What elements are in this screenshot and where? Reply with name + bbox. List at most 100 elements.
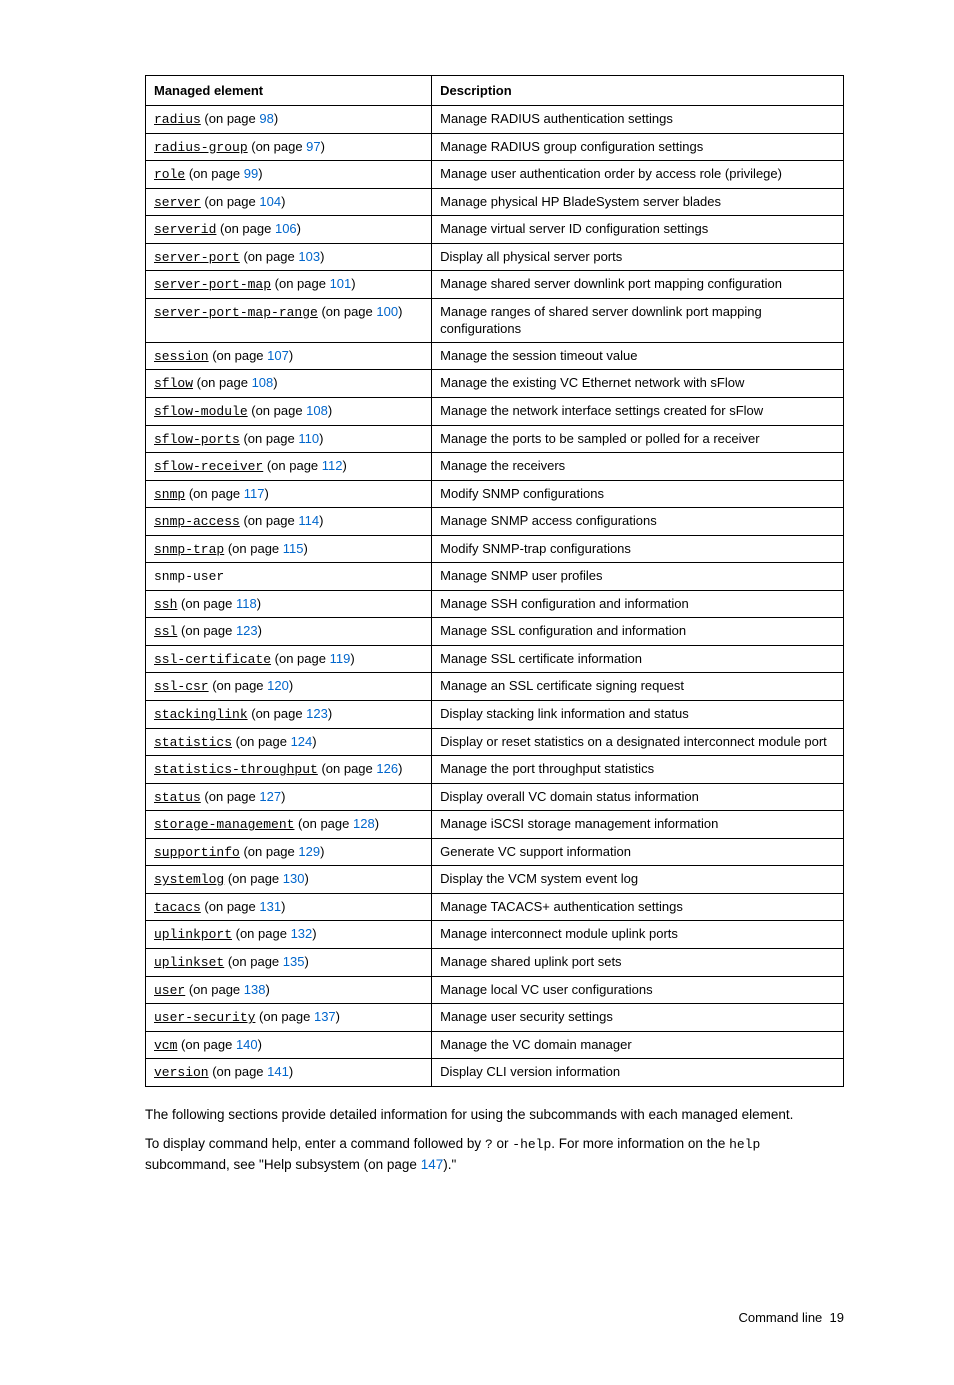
command-link[interactable]: statistics bbox=[154, 735, 232, 750]
on-page-text: (on page bbox=[224, 954, 283, 969]
description-cell: Display overall VC domain status informa… bbox=[432, 783, 844, 811]
command-link[interactable]: snmp-trap bbox=[154, 542, 224, 557]
page-link[interactable]: 107 bbox=[267, 348, 289, 363]
command-link[interactable]: systemlog bbox=[154, 872, 224, 887]
table-row: statistics-throughput (on page 126)Manag… bbox=[146, 756, 844, 784]
page-link[interactable]: 123 bbox=[306, 706, 328, 721]
page-link[interactable]: 131 bbox=[259, 899, 281, 914]
command-link[interactable]: role bbox=[154, 167, 185, 182]
command-link[interactable]: ssh bbox=[154, 597, 177, 612]
page-link[interactable]: 128 bbox=[353, 816, 375, 831]
paren-close: ) bbox=[304, 871, 308, 886]
description-cell: Manage SSL configuration and information bbox=[432, 618, 844, 646]
command-link[interactable]: user-security bbox=[154, 1010, 255, 1025]
command-link[interactable]: version bbox=[154, 1065, 209, 1080]
on-page-text: (on page bbox=[201, 111, 260, 126]
table-row: server-port-map-range (on page 100)Manag… bbox=[146, 298, 844, 342]
para-text: )." bbox=[443, 1157, 456, 1172]
on-page-text: (on page bbox=[177, 1037, 236, 1052]
page-link[interactable]: 106 bbox=[275, 221, 297, 236]
page-link[interactable]: 101 bbox=[330, 276, 352, 291]
table-row: radius-group (on page 97)Manage RADIUS g… bbox=[146, 133, 844, 161]
page-link[interactable]: 126 bbox=[376, 761, 398, 776]
page-link[interactable]: 99 bbox=[244, 166, 258, 181]
page-link[interactable]: 104 bbox=[259, 194, 281, 209]
command-link[interactable]: ssl-certificate bbox=[154, 652, 271, 667]
page-link[interactable]: 124 bbox=[291, 734, 313, 749]
page-link[interactable]: 135 bbox=[283, 954, 305, 969]
page-link[interactable]: 108 bbox=[306, 403, 328, 418]
on-page-text: (on page bbox=[201, 194, 260, 209]
command-link[interactable]: serverid bbox=[154, 222, 216, 237]
command-link[interactable]: sflow bbox=[154, 376, 193, 391]
page-link[interactable]: 123 bbox=[236, 623, 258, 638]
page-link[interactable]: 115 bbox=[283, 541, 304, 556]
page-link[interactable]: 98 bbox=[259, 111, 273, 126]
command-link[interactable]: uplinkport bbox=[154, 927, 232, 942]
page-link[interactable]: 112 bbox=[322, 458, 343, 473]
page-link[interactable]: 137 bbox=[314, 1009, 336, 1024]
command-link[interactable]: sflow-module bbox=[154, 404, 248, 419]
description-cell: Display the VCM system event log bbox=[432, 866, 844, 894]
command-link[interactable]: server-port-map-range bbox=[154, 305, 318, 320]
paren-close: ) bbox=[343, 458, 347, 473]
paragraph-help: To display command help, enter a command… bbox=[145, 1134, 844, 1174]
page-link[interactable]: 132 bbox=[291, 926, 313, 941]
page-link[interactable]: 130 bbox=[283, 871, 305, 886]
command-link[interactable]: vcm bbox=[154, 1038, 177, 1053]
command-link[interactable]: snmp bbox=[154, 487, 185, 502]
page-link[interactable]: 108 bbox=[252, 375, 274, 390]
command-link[interactable]: stackinglink bbox=[154, 707, 248, 722]
command-link[interactable]: user bbox=[154, 983, 185, 998]
command-link[interactable]: session bbox=[154, 349, 209, 364]
on-page-text: (on page bbox=[294, 816, 353, 831]
table-row: sflow (on page 108)Manage the existing V… bbox=[146, 370, 844, 398]
paren-close: ) bbox=[274, 111, 278, 126]
page-link[interactable]: 100 bbox=[376, 304, 398, 319]
paren-close: ) bbox=[258, 166, 262, 181]
command-link[interactable]: radius bbox=[154, 112, 201, 127]
command-link[interactable]: storage-management bbox=[154, 817, 294, 832]
on-page-text: (on page bbox=[318, 761, 377, 776]
page-link[interactable]: 120 bbox=[267, 678, 289, 693]
command-link[interactable]: tacacs bbox=[154, 900, 201, 915]
element-cell: storage-management (on page 128) bbox=[146, 811, 432, 839]
command-link[interactable]: sflow-receiver bbox=[154, 459, 263, 474]
command-link[interactable]: snmp-access bbox=[154, 514, 240, 529]
page-link[interactable]: 103 bbox=[298, 249, 320, 264]
page-link[interactable]: 127 bbox=[259, 789, 281, 804]
question-mark-cmd: ? bbox=[485, 1137, 493, 1152]
paren-close: ) bbox=[297, 221, 301, 236]
page-link[interactable]: 147 bbox=[421, 1157, 444, 1172]
on-page-text: (on page bbox=[224, 541, 283, 556]
page-link[interactable]: 118 bbox=[236, 596, 257, 611]
command-link[interactable]: statistics-throughput bbox=[154, 762, 318, 777]
description-cell: Manage the network interface settings cr… bbox=[432, 398, 844, 426]
page-link[interactable]: 141 bbox=[267, 1064, 289, 1079]
on-page-text: (on page bbox=[177, 623, 236, 638]
command-link[interactable]: status bbox=[154, 790, 201, 805]
command-link[interactable]: ssl-csr bbox=[154, 679, 209, 694]
page-link[interactable]: 97 bbox=[306, 139, 320, 154]
on-page-text: (on page bbox=[240, 431, 299, 446]
command-link[interactable]: sflow-ports bbox=[154, 432, 240, 447]
page-link[interactable]: 110 bbox=[298, 431, 319, 446]
command-link[interactable]: server-port bbox=[154, 250, 240, 265]
page-link[interactable]: 138 bbox=[244, 982, 266, 997]
page-link[interactable]: 140 bbox=[236, 1037, 258, 1052]
command-link[interactable]: server-port-map bbox=[154, 277, 271, 292]
footer-page-number: 19 bbox=[830, 1310, 844, 1325]
command-link[interactable]: uplinkset bbox=[154, 955, 224, 970]
description-cell: Manage the receivers bbox=[432, 453, 844, 481]
command-link[interactable]: server bbox=[154, 195, 201, 210]
page-link[interactable]: 129 bbox=[298, 844, 320, 859]
page-footer: Command line 19 bbox=[145, 1310, 844, 1325]
element-cell: uplinkport (on page 132) bbox=[146, 921, 432, 949]
page-link[interactable]: 117 bbox=[244, 486, 265, 501]
paren-close: ) bbox=[312, 734, 316, 749]
command-link[interactable]: ssl bbox=[154, 624, 177, 639]
page-link[interactable]: 119 bbox=[330, 651, 351, 666]
page-link[interactable]: 114 bbox=[298, 513, 319, 528]
command-link[interactable]: supportinfo bbox=[154, 845, 240, 860]
command-link[interactable]: radius-group bbox=[154, 140, 248, 155]
